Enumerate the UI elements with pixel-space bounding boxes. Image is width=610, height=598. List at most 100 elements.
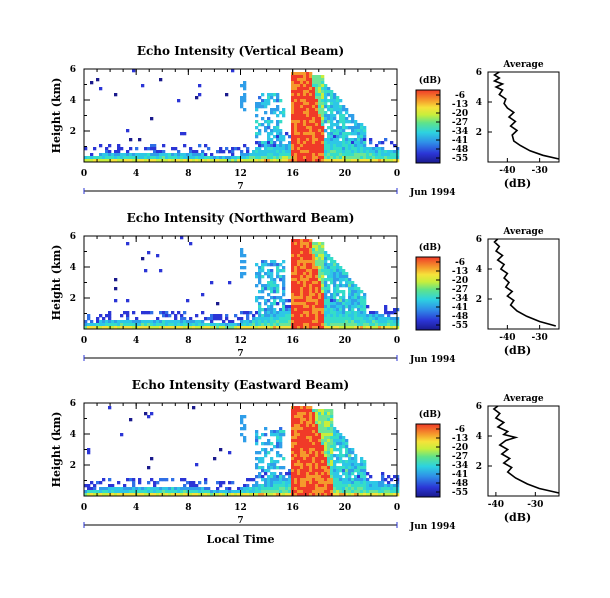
heatmap-cell xyxy=(312,105,316,109)
heatmap-cell xyxy=(291,430,295,434)
heatmap-cell xyxy=(291,308,295,312)
heatmap-cell xyxy=(285,311,289,315)
heatmap-cell xyxy=(351,290,355,294)
heatmap-cell xyxy=(270,448,274,452)
heatmap-cell xyxy=(300,311,304,315)
heatmap-cell xyxy=(153,323,157,327)
heatmap-cell xyxy=(312,311,316,315)
heatmap-cell xyxy=(345,272,349,276)
heatmap-cell xyxy=(309,472,313,476)
heatmap-cell xyxy=(342,150,346,154)
heatmap-cell xyxy=(288,147,292,151)
heatmap-cell xyxy=(198,323,202,327)
heatmap-cell xyxy=(294,245,298,249)
heatmap-cell xyxy=(342,481,346,485)
heatmap-cell xyxy=(297,156,301,160)
heatmap-cell xyxy=(324,481,328,485)
heatmap-cell xyxy=(264,442,268,446)
heatmap-cell xyxy=(264,427,268,431)
heatmap-cell xyxy=(207,159,211,163)
heatmap-cell xyxy=(351,463,355,467)
heatmap-cell xyxy=(264,156,268,160)
heatmap-cell xyxy=(159,153,163,157)
heatmap-cell xyxy=(276,481,280,485)
heatmap-cell xyxy=(267,275,271,279)
heatmap-cell xyxy=(123,490,127,494)
heatmap-cell xyxy=(282,484,286,488)
heatmap-cell xyxy=(279,275,283,279)
heatmap-cell xyxy=(315,78,319,82)
heatmap-cell xyxy=(336,147,340,151)
heatmap-cell xyxy=(207,323,211,327)
heatmap-cell xyxy=(267,478,271,482)
heatmap-cell xyxy=(321,469,325,473)
heatmap-cell xyxy=(258,144,262,148)
heatmap-cell xyxy=(192,326,196,330)
heatmap-cell xyxy=(276,323,280,327)
heatmap-cell xyxy=(147,147,151,151)
heatmap-cell xyxy=(297,72,301,76)
heatmap-cell xyxy=(306,284,310,288)
heatmap-cell xyxy=(354,481,358,485)
heatmap-cell xyxy=(351,460,355,464)
heatmap-cell xyxy=(336,132,340,136)
heatmap-cell xyxy=(345,275,349,279)
heatmap-cell xyxy=(363,463,367,467)
heatmap-cell xyxy=(309,278,313,282)
heatmap-cell xyxy=(120,323,124,327)
heatmap-cell xyxy=(285,320,289,324)
heatmap-cell xyxy=(321,421,325,425)
heatmap-cell xyxy=(330,454,334,458)
heatmap-cell xyxy=(342,114,346,118)
heatmap-cell xyxy=(240,254,244,258)
heatmap-cell xyxy=(231,493,235,497)
heatmap-cell xyxy=(153,326,157,330)
heatmap-cell xyxy=(312,308,316,312)
heatmap-cell xyxy=(303,433,307,437)
heatmap-cell xyxy=(270,287,274,291)
heatmap-cell xyxy=(309,239,313,243)
heatmap-cell xyxy=(315,105,319,109)
heatmap-cell xyxy=(309,406,313,410)
heatmap-cell xyxy=(282,311,286,315)
heatmap-cell xyxy=(324,99,328,103)
heatmap-cell xyxy=(90,159,94,163)
heatmap-cell xyxy=(321,263,325,267)
heatmap-cell xyxy=(297,251,301,255)
heatmap-cell xyxy=(282,147,286,151)
heatmap-cell xyxy=(240,248,244,252)
heatmap-cell xyxy=(294,293,298,297)
heatmap-cell xyxy=(291,147,295,151)
heatmap-cell xyxy=(288,150,292,154)
x-tick-label: 20 xyxy=(339,169,352,179)
heatmap-cell xyxy=(291,108,295,112)
heatmap-cell xyxy=(303,469,307,473)
heatmap-cell xyxy=(282,114,286,118)
heatmap-cell xyxy=(300,320,304,324)
heatmap-cell xyxy=(291,126,295,130)
heatmap-cell xyxy=(324,484,328,488)
heatmap-cell xyxy=(264,120,268,124)
heatmap-cell xyxy=(348,299,352,303)
profile-title: Average xyxy=(502,60,543,70)
heatmap-cell xyxy=(261,150,265,154)
heatmap-cell xyxy=(189,159,193,163)
heatmap-cell xyxy=(342,123,346,127)
heatmap-cell xyxy=(357,311,361,315)
heatmap-cell xyxy=(210,156,214,160)
heatmap-cell xyxy=(309,99,313,103)
heatmap-cell xyxy=(198,153,202,157)
heatmap-cell xyxy=(165,153,169,157)
heatmap-cell xyxy=(321,75,325,79)
heatmap-cell xyxy=(312,278,316,282)
heatmap-cell xyxy=(273,281,277,285)
heatmap-cell xyxy=(342,299,346,303)
heatmap-cell xyxy=(339,117,343,121)
heatmap-cell xyxy=(315,469,319,473)
heatmap-cell xyxy=(324,463,328,467)
heatmap-cell xyxy=(303,117,307,121)
heatmap-cell xyxy=(297,132,301,136)
heatmap-cell xyxy=(324,427,328,431)
heatmap-cell xyxy=(342,308,346,312)
